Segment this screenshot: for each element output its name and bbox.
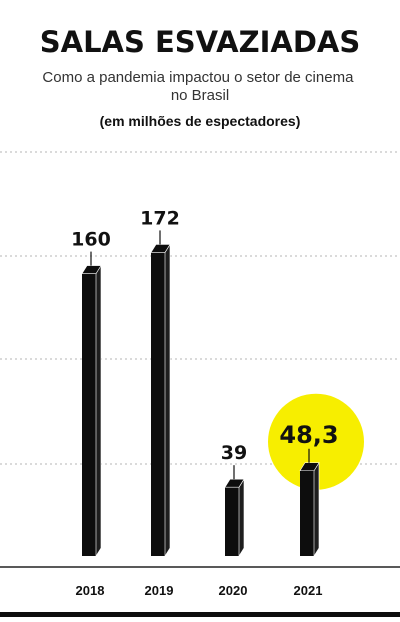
highlight-circle (268, 393, 364, 490)
x-tick-labels: 2018 2019 2020 2021 (76, 583, 323, 598)
bars (81, 243, 320, 558)
value-label-2019: 172 (140, 207, 180, 229)
highlight-layer (268, 393, 364, 490)
bar-side-2020 (238, 478, 245, 558)
bar-top-2021 (299, 462, 320, 472)
x-tick-label-2018: 2018 (76, 583, 105, 598)
bar-front-2018 (82, 273, 96, 556)
value-labels: 160 172 39 48,3 (71, 207, 339, 480)
bar-side-2018 (95, 264, 102, 558)
unit-note: (em milhões de espectadores) (100, 113, 301, 129)
bar-2018 (81, 264, 102, 558)
x-tick-label-2020: 2020 (219, 583, 248, 598)
bar-2020 (224, 478, 245, 558)
x-tick-label-2021: 2021 (294, 583, 323, 598)
bar-front-2020 (225, 487, 239, 556)
value-label-2020: 39 (221, 442, 247, 464)
bar-side-2021 (313, 461, 320, 558)
bar-2019 (150, 243, 171, 558)
chart-title: SALAS ESVAZIADAS (40, 25, 361, 59)
chart-subtitle-line-2: no Brasil (171, 87, 229, 104)
bar-side-2019 (164, 243, 171, 558)
bar-top-2019 (150, 244, 171, 253)
x-tick-label-2019: 2019 (145, 583, 174, 598)
bottom-rule (0, 612, 400, 617)
bar-2021 (299, 461, 320, 558)
gridlines (0, 151, 400, 465)
bar-front-2019 (151, 252, 165, 557)
chart-subtitle: Como a pandemia impactou o setor de cine… (42, 69, 357, 104)
bar-top-2018 (81, 265, 102, 274)
bar-top-2020 (224, 478, 245, 488)
chart-subtitle-line-1: Como a pandemia impactou o setor de cine… (42, 69, 354, 86)
value-label-2021: 48,3 (279, 421, 338, 449)
value-label-2018: 160 (71, 229, 111, 251)
bar-front-2021 (300, 470, 314, 556)
